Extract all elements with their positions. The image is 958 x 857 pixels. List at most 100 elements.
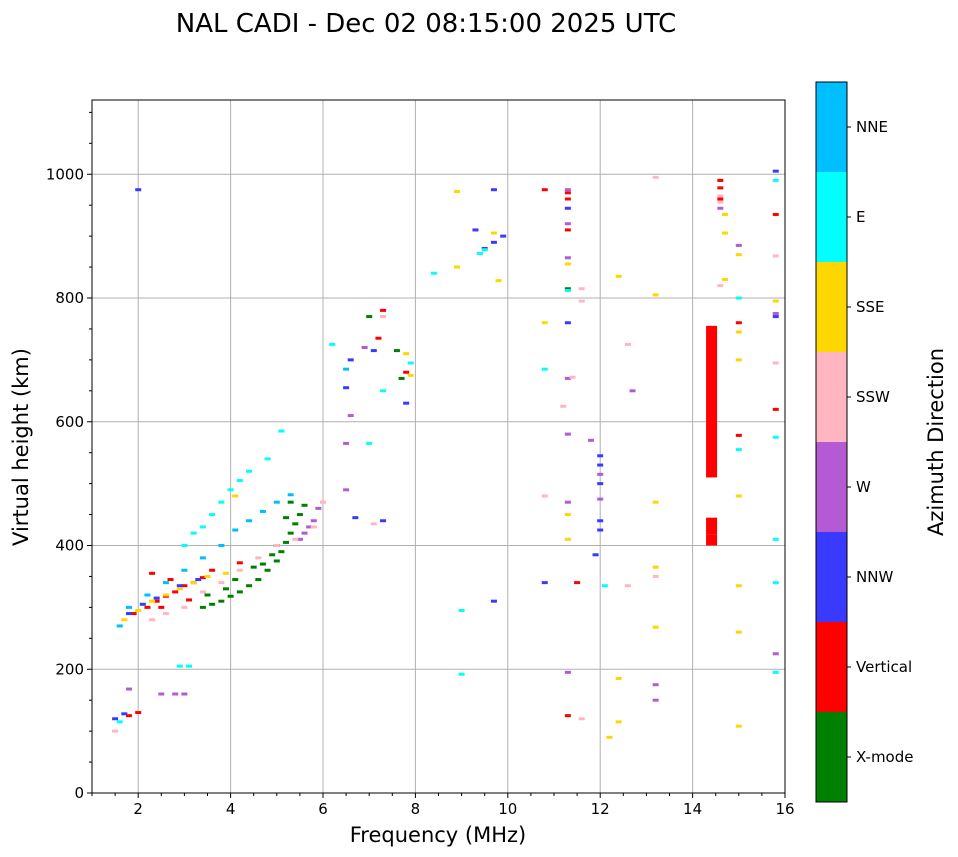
data-point xyxy=(565,262,571,265)
data-point xyxy=(228,595,234,598)
data-point xyxy=(292,522,298,525)
data-point xyxy=(177,665,183,668)
data-point xyxy=(616,275,622,278)
data-point xyxy=(773,315,779,318)
data-point xyxy=(232,495,238,498)
x-tick-label: 10 xyxy=(498,800,517,818)
data-point xyxy=(597,473,603,476)
data-point xyxy=(717,284,723,287)
data-point xyxy=(186,665,192,668)
data-point xyxy=(237,569,243,572)
data-point xyxy=(311,519,317,522)
data-point xyxy=(773,538,779,541)
data-point xyxy=(163,612,169,615)
data-point xyxy=(593,553,599,556)
data-point xyxy=(706,518,717,535)
data-point xyxy=(431,272,437,275)
data-point xyxy=(255,556,261,559)
data-point xyxy=(565,714,571,717)
data-point xyxy=(218,581,224,584)
data-point xyxy=(172,693,178,696)
data-point xyxy=(149,572,155,575)
x-tick-label: 6 xyxy=(318,800,328,818)
data-point xyxy=(177,587,183,590)
data-point xyxy=(348,358,354,361)
x-axis: 2 4 6 8 10 12 14 16 xyxy=(92,793,795,818)
data-point xyxy=(653,566,659,569)
data-point xyxy=(773,361,779,364)
data-point xyxy=(218,501,224,504)
data-point xyxy=(380,519,386,522)
data-point xyxy=(177,584,183,587)
data-point xyxy=(149,618,155,621)
data-point xyxy=(736,725,742,728)
data-point xyxy=(773,581,779,584)
data-point xyxy=(265,457,271,460)
x-axis-label: Frequency (MHz) xyxy=(350,823,526,847)
data-point xyxy=(773,408,779,411)
data-point xyxy=(722,232,728,235)
data-point xyxy=(717,207,723,210)
colorbar-segment-x-mode xyxy=(816,712,847,802)
data-point xyxy=(736,244,742,247)
data-point xyxy=(565,289,571,292)
data-point xyxy=(343,442,349,445)
data-point xyxy=(717,198,723,201)
data-point xyxy=(616,677,622,680)
data-point xyxy=(399,377,405,380)
x-tick-label: 14 xyxy=(683,800,702,818)
colorbar-segment-w xyxy=(816,442,847,532)
x-tick-label: 12 xyxy=(591,800,610,818)
data-point xyxy=(288,501,294,504)
data-point xyxy=(380,315,386,318)
data-point xyxy=(773,300,779,303)
data-point xyxy=(625,343,631,346)
data-point xyxy=(565,188,571,191)
data-point xyxy=(565,433,571,436)
data-point xyxy=(278,430,284,433)
data-point xyxy=(736,331,742,334)
data-point xyxy=(597,498,603,501)
data-point xyxy=(362,346,368,349)
data-point xyxy=(403,402,409,405)
colorbar-label-ssw: SSW xyxy=(856,388,890,406)
data-point xyxy=(653,683,659,686)
data-point xyxy=(232,578,238,581)
data-point xyxy=(251,566,257,569)
data-point xyxy=(408,374,414,377)
data-point xyxy=(274,501,280,504)
data-point xyxy=(569,376,575,379)
y-tick-label: 200 xyxy=(55,660,84,678)
data-point xyxy=(195,578,201,581)
data-point xyxy=(200,525,206,528)
data-point xyxy=(565,228,571,231)
data-point xyxy=(311,525,317,528)
colorbar-segment-e xyxy=(816,172,847,262)
data-point xyxy=(565,256,571,259)
data-point xyxy=(574,581,580,584)
data-point xyxy=(491,241,497,244)
data-point xyxy=(717,201,723,204)
data-point xyxy=(560,405,566,408)
data-point xyxy=(343,386,349,389)
data-point xyxy=(597,454,603,457)
data-point xyxy=(565,501,571,504)
colorbar-segment-nne xyxy=(816,82,847,172)
data-point xyxy=(181,569,187,572)
data-point xyxy=(491,188,497,191)
data-point xyxy=(773,179,779,182)
data-point xyxy=(172,590,178,593)
data-point xyxy=(352,516,358,519)
data-point xyxy=(653,699,659,702)
data-point xyxy=(736,584,742,587)
data-point xyxy=(371,522,377,525)
data-point xyxy=(717,194,723,197)
data-point xyxy=(343,368,349,371)
data-point xyxy=(394,349,400,352)
colorbar-label-sse: SSE xyxy=(856,298,885,316)
colorbar-segment-vertical xyxy=(816,622,847,712)
data-point xyxy=(565,198,571,201)
data-point xyxy=(117,624,123,627)
data-point xyxy=(403,371,409,374)
data-point xyxy=(302,504,308,507)
